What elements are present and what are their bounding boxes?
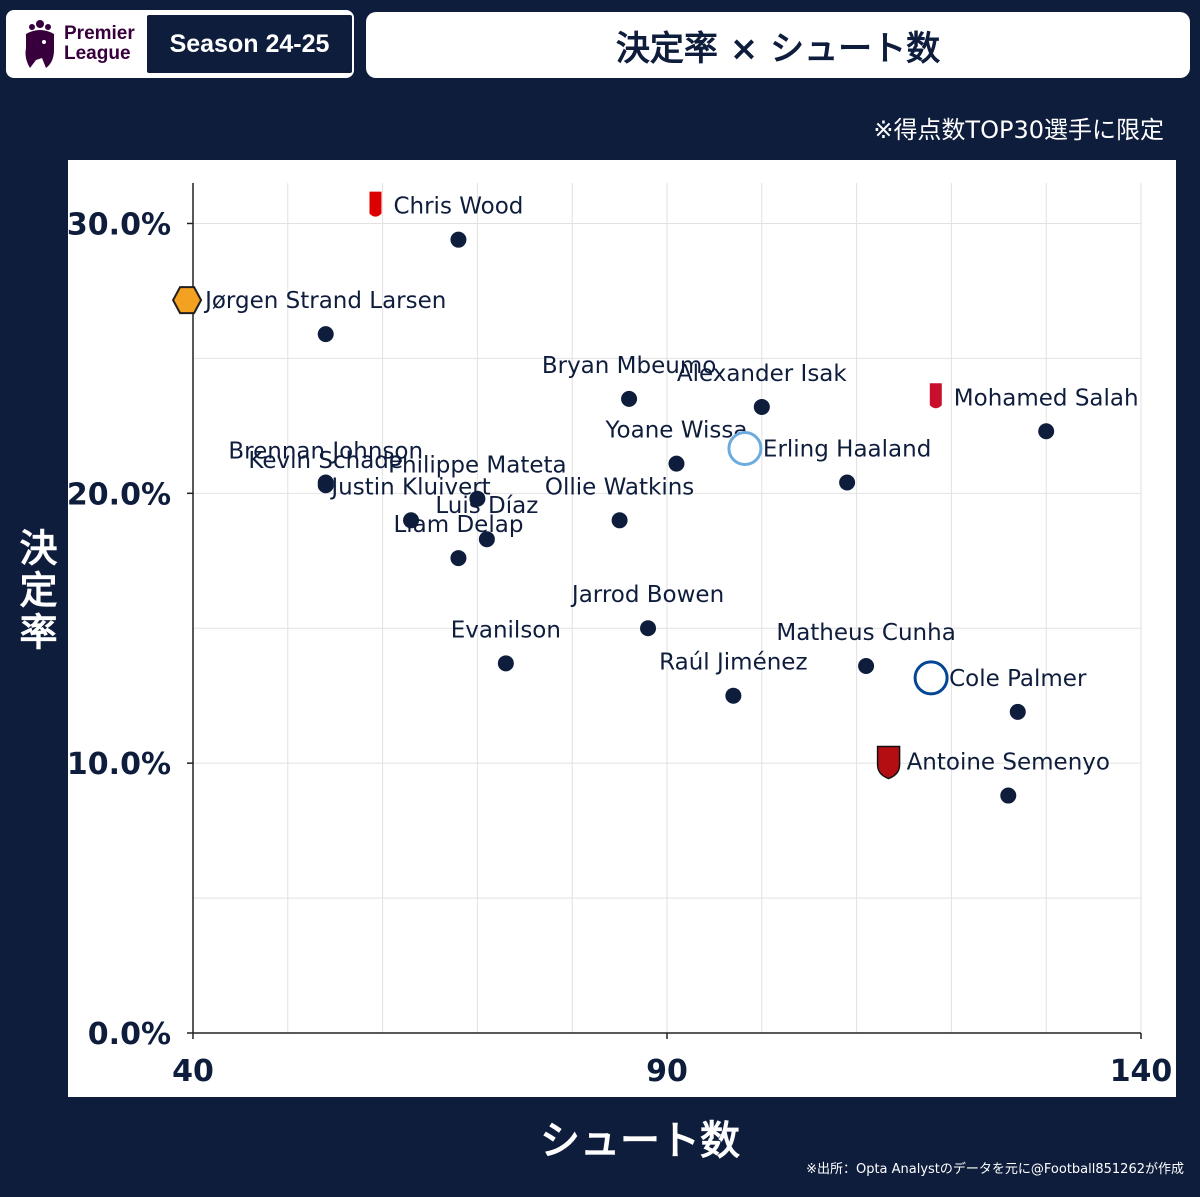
season-label: Season 24-25 [147, 15, 352, 73]
data-point [611, 512, 628, 529]
data-point [621, 390, 638, 407]
scatter-chart: 40 90 140 0.0% 10.0% 20.0% 30.0% Chris Wood Jørg… [68, 183, 1173, 1089]
point-label: Brennan Johnson [228, 439, 423, 465]
source-note: ※出所：Opta Analystのデータを元に@Football851262が作… [806, 1162, 1184, 1177]
premier-league-wordmark: Premier League [64, 24, 135, 64]
point-label: Jørgen Strand Larsen [203, 288, 446, 314]
point-label: Alexander Isak [677, 361, 848, 387]
y-tick-label: 20.0% [68, 477, 171, 512]
data-point [1009, 703, 1026, 720]
data-point [317, 477, 334, 494]
x-tick-label: 90 [646, 1054, 688, 1089]
y-tick-label: 0.0% [88, 1017, 171, 1052]
data-point [753, 398, 770, 415]
wolves-icon [171, 286, 203, 315]
point-label: Philippe Mateta [388, 453, 567, 479]
data-point [450, 231, 467, 248]
point-label: Liam Delap [393, 512, 523, 538]
data-point [497, 655, 514, 672]
point-label: Erling Haaland [763, 437, 931, 463]
filter-note: ※得点数TOP30選手に限定 [873, 116, 1164, 144]
manchester-city-icon [727, 431, 763, 467]
data-point [839, 474, 856, 491]
data-point [725, 687, 742, 704]
data-point [1038, 423, 1055, 440]
point-label: Evanilson [451, 617, 561, 643]
point-label: Bryan Mbeumo [542, 353, 716, 379]
data-point [403, 512, 420, 529]
point-label: Ollie Watkins [545, 474, 694, 500]
bournemouth-icon [876, 745, 901, 780]
point-label: Kevin Schade [248, 448, 403, 474]
y-tick-label: 30.0% [68, 207, 171, 242]
point-label: Antoine Semenyo [907, 750, 1110, 776]
data-point [668, 455, 685, 472]
point-label: Jarrod Bowen [570, 582, 724, 608]
point-label: Justin Kluivert [329, 474, 490, 500]
point-label: Chris Wood [393, 194, 523, 220]
page-title: 決定率 × シュート数 [366, 12, 1190, 78]
y-axis-title: 決定率 [13, 528, 57, 654]
data-point [478, 531, 495, 548]
x-axis-title: シュート数 [540, 1118, 740, 1164]
point-label: Luis Díaz [435, 493, 538, 519]
chelsea-icon [913, 660, 949, 696]
point-label: Raúl Jiménez [659, 650, 807, 676]
data-point [858, 658, 875, 675]
x-tick-label: 40 [172, 1054, 214, 1089]
data-point [450, 550, 467, 567]
league-badge: Premier League Season 24-25 [6, 10, 354, 78]
x-tick-label: 140 [1110, 1054, 1173, 1089]
data-point [640, 620, 657, 637]
point-label: Mohamed Salah [954, 385, 1139, 411]
nottingham-forest-icon [369, 191, 382, 217]
liverpool-icon [929, 383, 942, 409]
point-label: Matheus Cunha [776, 620, 955, 646]
data-point [317, 326, 334, 343]
y-tick-label: 10.0% [68, 747, 171, 782]
data-point [1000, 787, 1017, 804]
premier-league-lion-icon [25, 20, 54, 68]
plot-panel: 40 90 140 0.0% 10.0% 20.0% 30.0% Chris Wood Jørg… [68, 160, 1176, 1097]
league-line1: Premier [64, 23, 135, 44]
league-line2: League [64, 43, 131, 64]
data-point [469, 490, 486, 507]
point-label: Cole Palmer [949, 666, 1087, 692]
point-label: Yoane Wissa [605, 418, 748, 444]
